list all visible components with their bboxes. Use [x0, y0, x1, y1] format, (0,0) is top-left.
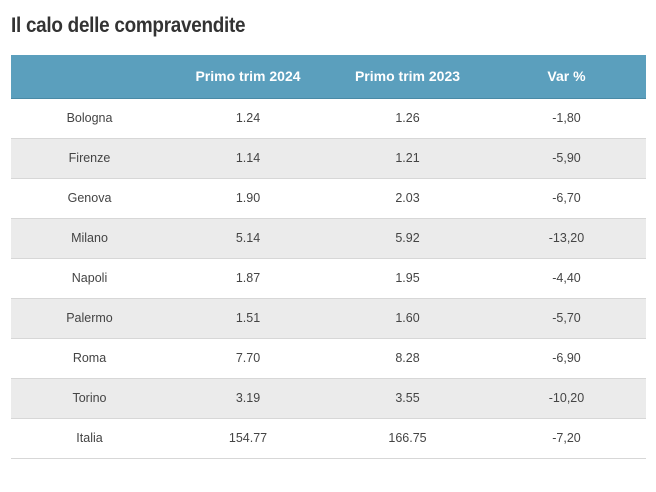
table-body: Bologna 1.24 1.26 -1,80 Firenze 1.14 1.21 -5,90… — [11, 98, 646, 458]
var-pct-cell: -5,90 — [552, 151, 581, 165]
city-cell: Bologna — [66, 111, 113, 125]
q1-2023-cell: 1.26 — [395, 111, 420, 125]
var-pct-cell: -4,40 — [552, 271, 581, 285]
city-cell: Italia — [76, 431, 103, 445]
q1-2023-cell: 2.03 — [395, 191, 420, 205]
city-cell: Milano — [71, 231, 108, 245]
table-row: Italia 154.77 166.75 -7,20 — [11, 418, 646, 458]
q1-2024-cell: 1.51 — [235, 311, 261, 325]
table-row: Bologna 1.24 1.26 -1,80 — [11, 98, 646, 138]
table-row: Palermo 1.51 1.60 -5,70 — [11, 298, 646, 338]
q1-2024-cell: 1.14 — [235, 151, 261, 165]
header-cell-q1-2024: Primo trim 2024 — [168, 55, 328, 99]
q1-2024-cell: 1.87 — [235, 271, 261, 285]
header-cell-var-pct: Var % — [487, 55, 646, 99]
q1-2024-cell: 3.19 — [235, 391, 261, 405]
table-title: Il calo delle compravendite — [11, 14, 246, 37]
q1-2024-cell: 5.14 — [235, 231, 261, 245]
var-pct-cell: -7,20 — [552, 431, 581, 445]
table-row: Genova 1.90 2.03 -6,70 — [11, 178, 646, 218]
header-cell-q1-2023: Primo trim 2023 — [328, 55, 487, 99]
q1-2023-cell: 166.75 — [388, 431, 427, 445]
q1-2024-cell: 154.77 — [228, 431, 268, 445]
data-table-container: Primo trim 2024 Primo trim 2023 Var % Bo… — [11, 55, 646, 459]
city-cell: Palermo — [66, 311, 113, 325]
table-row: Roma 7.70 8.28 -6,90 — [11, 338, 646, 378]
q1-2024-cell: 7.70 — [235, 351, 261, 365]
city-cell: Torino — [72, 391, 107, 405]
city-cell: Genova — [67, 191, 112, 205]
table-row: Torino 3.19 3.55 -10,20 — [11, 378, 646, 418]
q1-2023-cell: 3.55 — [395, 391, 420, 405]
city-cell: Napoli — [71, 271, 108, 285]
city-cell: Roma — [72, 351, 107, 365]
header-row: Primo trim 2024 Primo trim 2023 Var % — [11, 55, 646, 99]
var-pct-cell: -6,90 — [552, 351, 581, 365]
data-table: Primo trim 2024 Primo trim 2023 Var % Bo… — [11, 55, 646, 459]
q1-2023-cell: 8.28 — [395, 351, 420, 365]
q1-2023-cell: 1.60 — [395, 311, 420, 325]
q1-2024-cell: 1.90 — [235, 191, 261, 205]
q1-2023-cell: 5.92 — [395, 231, 420, 245]
var-pct-cell: -5,70 — [552, 311, 581, 325]
var-pct-cell: -6,70 — [552, 191, 581, 205]
header-cell-city — [11, 55, 168, 99]
table-header: Primo trim 2024 Primo trim 2023 Var % — [11, 55, 646, 99]
q1-2024-cell: 1.24 — [235, 111, 261, 125]
var-pct-cell: -1,80 — [552, 111, 581, 125]
table-row: Milano 5.14 5.92 -13,20 — [11, 218, 646, 258]
table-row: Napoli 1.87 1.95 -4,40 — [11, 258, 646, 298]
city-cell: Firenze — [68, 151, 111, 165]
var-pct-cell: -10,20 — [548, 391, 585, 405]
var-pct-cell: -13,20 — [548, 231, 585, 245]
q1-2023-cell: 1.21 — [395, 151, 420, 165]
q1-2023-cell: 1.95 — [395, 271, 420, 285]
table-row: Firenze 1.14 1.21 -5,90 — [11, 138, 646, 178]
